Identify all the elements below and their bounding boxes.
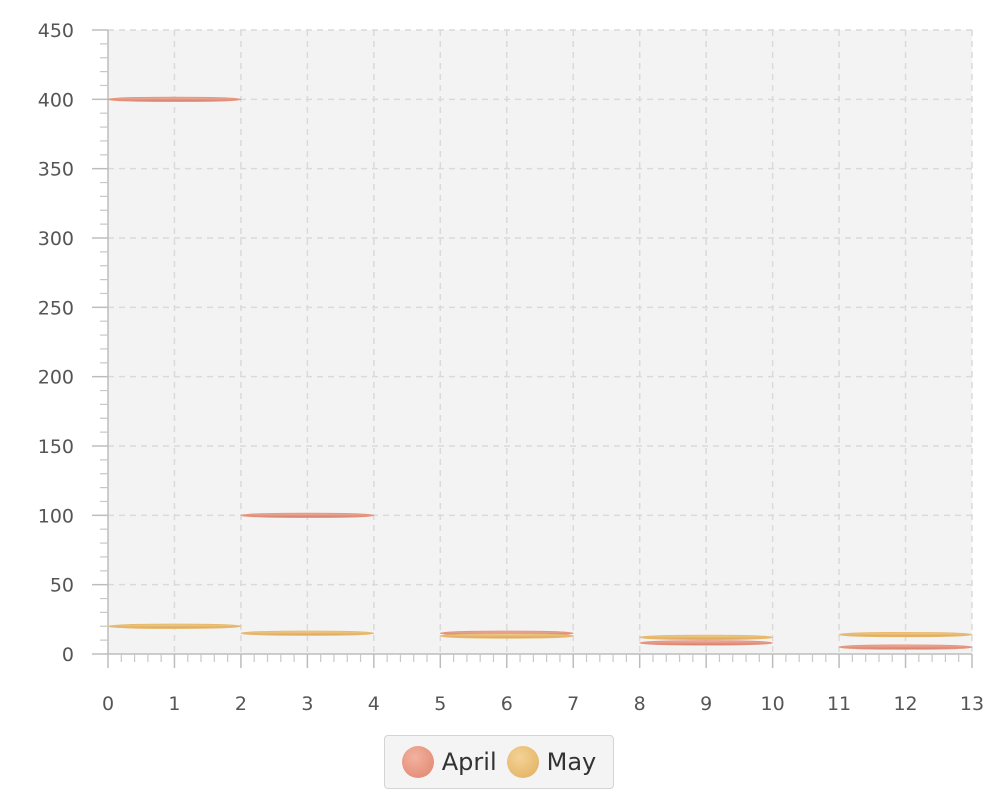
- x-tick-label: 6: [501, 693, 513, 715]
- segment-may[interactable]: [439, 633, 574, 639]
- y-tick-label: 200: [38, 367, 74, 389]
- y-tick-label: 450: [38, 20, 74, 42]
- x-tick-label: 7: [567, 693, 579, 715]
- segment-may[interactable]: [639, 634, 774, 640]
- legend-item-april[interactable]: April: [401, 746, 497, 778]
- data-marks: [107, 96, 973, 650]
- y-tick-label: 400: [38, 89, 74, 111]
- x-tick-label: 8: [634, 693, 646, 715]
- x-tick-label: 1: [168, 693, 180, 715]
- segment-april[interactable]: [639, 640, 774, 646]
- x-tick-label: 0: [102, 693, 114, 715]
- x-tick-label: 3: [301, 693, 313, 715]
- y-tick-label: 0: [62, 644, 74, 666]
- y-tick-label: 250: [38, 297, 74, 319]
- y-tick-label: 150: [38, 436, 74, 458]
- y-tick-label: 100: [38, 505, 74, 527]
- grid-lines: [108, 29, 973, 654]
- x-tick-label: 4: [368, 693, 380, 715]
- x-tick-label: 11: [827, 693, 851, 715]
- x-tick-label: 9: [700, 693, 712, 715]
- x-tick-label: 13: [960, 693, 984, 715]
- x-tick-label: 5: [434, 693, 446, 715]
- legend-item-may[interactable]: May: [506, 746, 597, 778]
- x-tick-label: 12: [893, 693, 917, 715]
- legend-label-april: April: [441, 748, 497, 776]
- legend-label-may: May: [546, 748, 597, 776]
- segment-may[interactable]: [838, 631, 973, 638]
- y-tick-label: 300: [38, 228, 74, 250]
- segment-may[interactable]: [240, 630, 375, 636]
- x-tick-label: 2: [235, 693, 247, 715]
- y-tick-label: 50: [50, 575, 74, 597]
- segment-april[interactable]: [107, 96, 242, 102]
- legend-swatch-april: [401, 746, 434, 778]
- legend: April May: [384, 735, 614, 789]
- segment-may[interactable]: [107, 623, 242, 629]
- segment-april[interactable]: [838, 644, 973, 650]
- x-tick-label: 10: [761, 693, 785, 715]
- y-tick-label: 350: [38, 159, 74, 181]
- plot-area: [108, 30, 972, 654]
- legend-swatch-may: [506, 746, 539, 778]
- segment-april[interactable]: [240, 512, 375, 518]
